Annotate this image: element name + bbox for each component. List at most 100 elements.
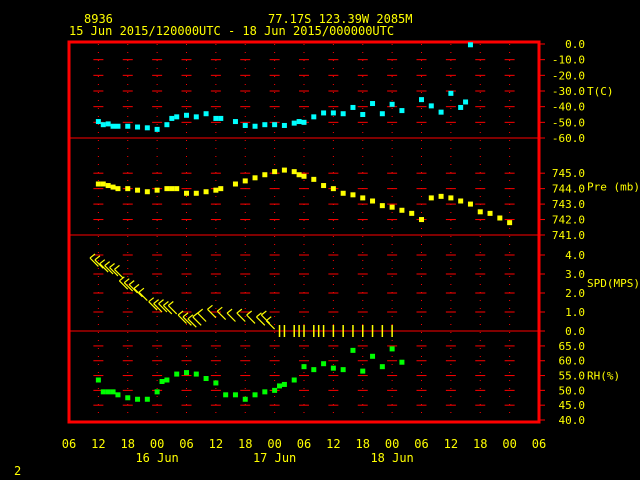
wind-barb-flag — [246, 310, 253, 316]
temperature-point — [311, 114, 317, 120]
wind-barb-flag — [148, 297, 155, 303]
wind-barb — [236, 312, 246, 322]
temperature-point — [218, 115, 224, 121]
pressure-point — [169, 186, 175, 192]
humidity-point — [399, 359, 405, 365]
humidity-point — [281, 381, 287, 387]
wind-barb — [148, 301, 158, 311]
humidity-point — [242, 396, 248, 402]
humidity-point — [232, 392, 238, 398]
pressure-point — [497, 215, 503, 221]
humidity-point — [203, 376, 209, 382]
panel-label: T(C) — [587, 85, 614, 98]
wind-barb — [94, 259, 104, 269]
pressure-point — [428, 195, 434, 201]
pressure-point — [281, 167, 287, 173]
pressure-point — [213, 187, 219, 193]
wind-barb — [99, 263, 109, 273]
pressure-point — [262, 172, 268, 178]
humidity-point — [105, 389, 111, 395]
temperature-point — [321, 110, 327, 116]
y-tick-label: 40.0 — [559, 414, 586, 427]
time-range: 15 Jun 2015/120000UTC - 18 Jun 2015/0000… — [69, 24, 394, 38]
pressure-point — [193, 190, 199, 196]
x-tick-label: 06 — [414, 437, 428, 451]
pressure-point — [477, 209, 483, 215]
x-date-label: 18 Jun — [370, 451, 413, 465]
wind-barb-flag — [226, 308, 233, 314]
pressure-point — [154, 187, 160, 193]
temperature-point — [419, 97, 424, 103]
y-tick-label: -40.0 — [552, 101, 585, 114]
wind-barb-flag — [99, 259, 106, 265]
temperature-point — [169, 115, 175, 121]
page-number: 2 — [14, 464, 21, 478]
humidity-point — [174, 371, 180, 377]
x-tick-label: 18 — [473, 437, 487, 451]
temperature-point — [193, 114, 199, 120]
y-tick-label: 0.0 — [565, 325, 585, 338]
pressure-point — [125, 186, 131, 192]
pressure-point — [164, 186, 170, 192]
temperature-point — [428, 103, 434, 109]
wind-barb-flag — [158, 299, 164, 305]
humidity-point — [370, 353, 376, 359]
temperature-point — [448, 90, 454, 96]
temperature-point — [164, 122, 170, 128]
x-tick-label: 18 — [238, 437, 252, 451]
wind-barb-flag — [197, 308, 204, 314]
pressure-point — [184, 190, 189, 196]
y-tick-label: -10.0 — [552, 54, 585, 67]
temperature-point — [370, 101, 376, 107]
humidity-point — [350, 347, 356, 353]
pressure-point — [340, 190, 346, 196]
wind-barb — [114, 268, 124, 279]
temperature-point — [360, 112, 366, 117]
plot-frame — [67, 40, 541, 424]
temperature-point — [184, 112, 189, 118]
temperature-point — [232, 119, 238, 125]
wind-barb — [192, 316, 202, 326]
temperature-point — [458, 104, 464, 110]
pressure-point — [458, 198, 464, 204]
pressure-point — [311, 176, 317, 182]
wind-barb — [182, 316, 192, 326]
pressure-point — [272, 169, 278, 175]
pressure-point — [291, 169, 297, 175]
humidity-point — [262, 389, 268, 395]
temperature-point — [252, 123, 258, 129]
temperature-point — [340, 111, 346, 117]
wind-barb-flag — [260, 310, 267, 316]
humidity-point — [291, 377, 297, 383]
pressure-point — [232, 181, 238, 187]
humidity-point — [379, 364, 385, 370]
temperature-point — [301, 119, 307, 125]
temperature-point — [281, 122, 287, 128]
temperature-point — [115, 123, 121, 129]
pressure-point — [135, 187, 141, 193]
wind-barb — [226, 312, 236, 322]
pressure-point — [360, 195, 366, 201]
temperature-point — [272, 122, 278, 128]
temperature-point — [105, 121, 111, 127]
temperature-point — [467, 42, 473, 48]
pressure-point — [379, 203, 385, 209]
wind-barb — [187, 318, 197, 328]
pressure-point — [110, 184, 116, 190]
temperature-point — [463, 99, 469, 105]
wind-barb — [123, 282, 134, 292]
pressure-point — [467, 201, 473, 207]
x-tick-label: 12 — [209, 437, 223, 451]
wind-barb-flag — [89, 253, 96, 259]
y-tick-label: 50.0 — [559, 384, 586, 397]
temperature-point — [154, 126, 160, 132]
wind-barb — [109, 267, 119, 277]
wind-barb — [89, 257, 99, 267]
y-tick-label: 745.0 — [552, 167, 585, 180]
humidity-point — [252, 392, 258, 398]
x-tick-label: 06 — [179, 437, 193, 451]
x-tick-label: 06 — [297, 437, 311, 451]
wind-barb-flag — [207, 304, 213, 310]
humidity-point — [330, 365, 336, 371]
humidity-point — [144, 396, 150, 402]
